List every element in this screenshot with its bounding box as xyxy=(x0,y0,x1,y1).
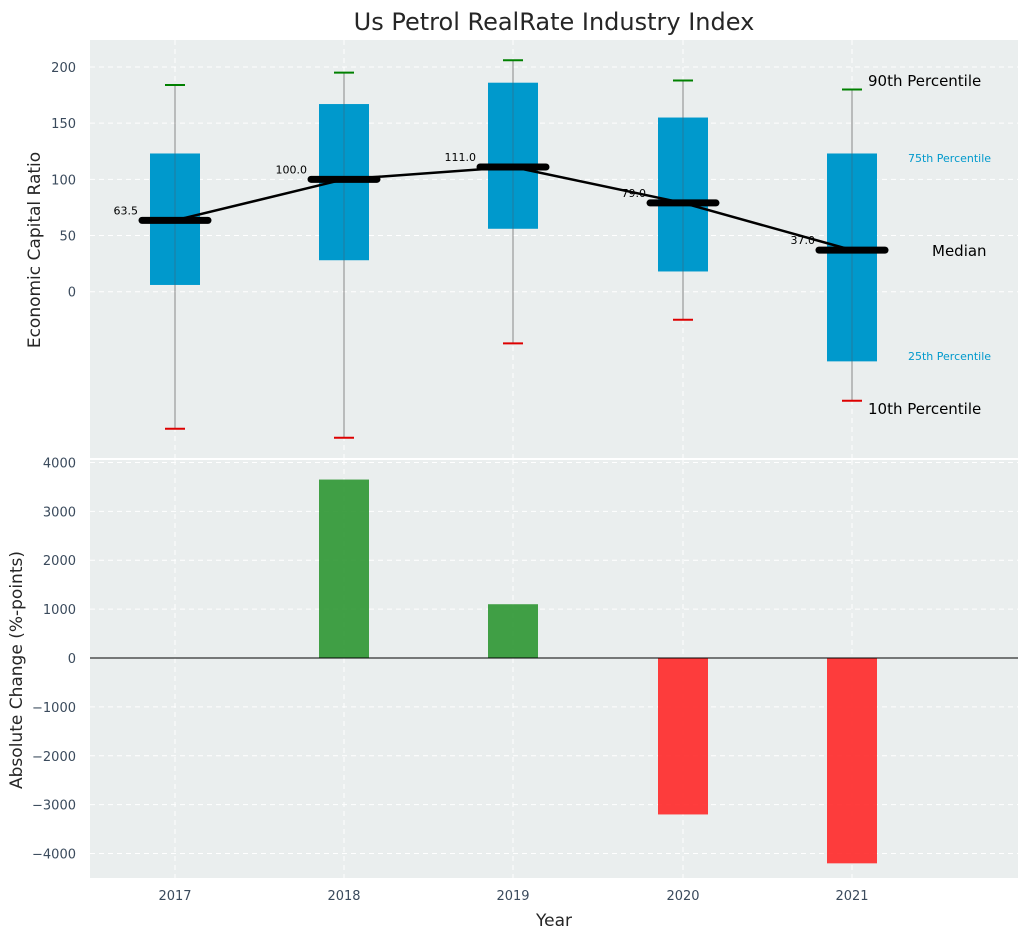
bar-plot: −4000 −3000 −2000 −1000 0 1000 2000 3000 4000 201… xyxy=(32,456,1018,904)
bottom-plot-background xyxy=(90,460,1018,878)
bottom-y-tick-label: −2000 xyxy=(32,750,76,765)
x-tick-label: 2020 xyxy=(666,889,699,904)
bottom-y-tick-label: −3000 xyxy=(32,799,76,814)
bottom-y-tick-label: −4000 xyxy=(32,848,76,863)
median-label-2019: 111.0 xyxy=(445,151,477,164)
bottom-y-tick-label: 0 xyxy=(68,652,76,667)
x-tick-label: 2017 xyxy=(158,889,191,904)
x-tick-label: 2019 xyxy=(496,889,529,904)
x-tick-label: 2018 xyxy=(327,889,360,904)
median-label-2018: 100.0 xyxy=(276,163,308,176)
bottom-y-axis-label: Absolute Change (%-points) xyxy=(7,551,27,789)
box-plot: 0 50 100 150 200 63.5 100.0 111.0 79.0 37.0 xyxy=(51,59,889,439)
annotation-p10: 10th Percentile xyxy=(868,400,981,418)
bar-2021 xyxy=(827,658,877,864)
bar-2019 xyxy=(488,604,538,658)
median-label-2021: 37.0 xyxy=(791,234,816,247)
bottom-y-tick-label: 2000 xyxy=(43,554,76,569)
x-axis-label: Year xyxy=(535,911,572,931)
bar-2018 xyxy=(319,479,369,658)
bottom-y-tick-label: 4000 xyxy=(43,456,76,471)
top-y-tick-label: 50 xyxy=(59,230,76,245)
top-y-tick-label: 150 xyxy=(51,117,76,132)
top-y-tick-label: 100 xyxy=(51,173,76,188)
top-y-tick-label: 0 xyxy=(68,286,76,301)
bottom-y-tick-label: 1000 xyxy=(43,603,76,618)
annotation-p90: 90th Percentile xyxy=(868,72,981,90)
bottom-y-tick-label: −1000 xyxy=(32,701,76,716)
bottom-y-tick-label: 3000 xyxy=(43,505,76,520)
annotation-median: Median xyxy=(932,242,987,260)
annotation-p75: 75th Percentile xyxy=(908,152,991,165)
x-tick-label: 2021 xyxy=(835,889,868,904)
top-y-axis-label: Economic Capital Ratio xyxy=(25,152,45,348)
top-y-tick-label: 200 xyxy=(51,61,76,76)
median-label-2017: 63.5 xyxy=(114,204,139,217)
annotation-p25: 25th Percentile xyxy=(908,350,991,363)
median-label-2020: 79.0 xyxy=(622,187,647,200)
bar-2020 xyxy=(658,658,708,815)
chart-title: Us Petrol RealRate Industry Index xyxy=(354,8,755,36)
